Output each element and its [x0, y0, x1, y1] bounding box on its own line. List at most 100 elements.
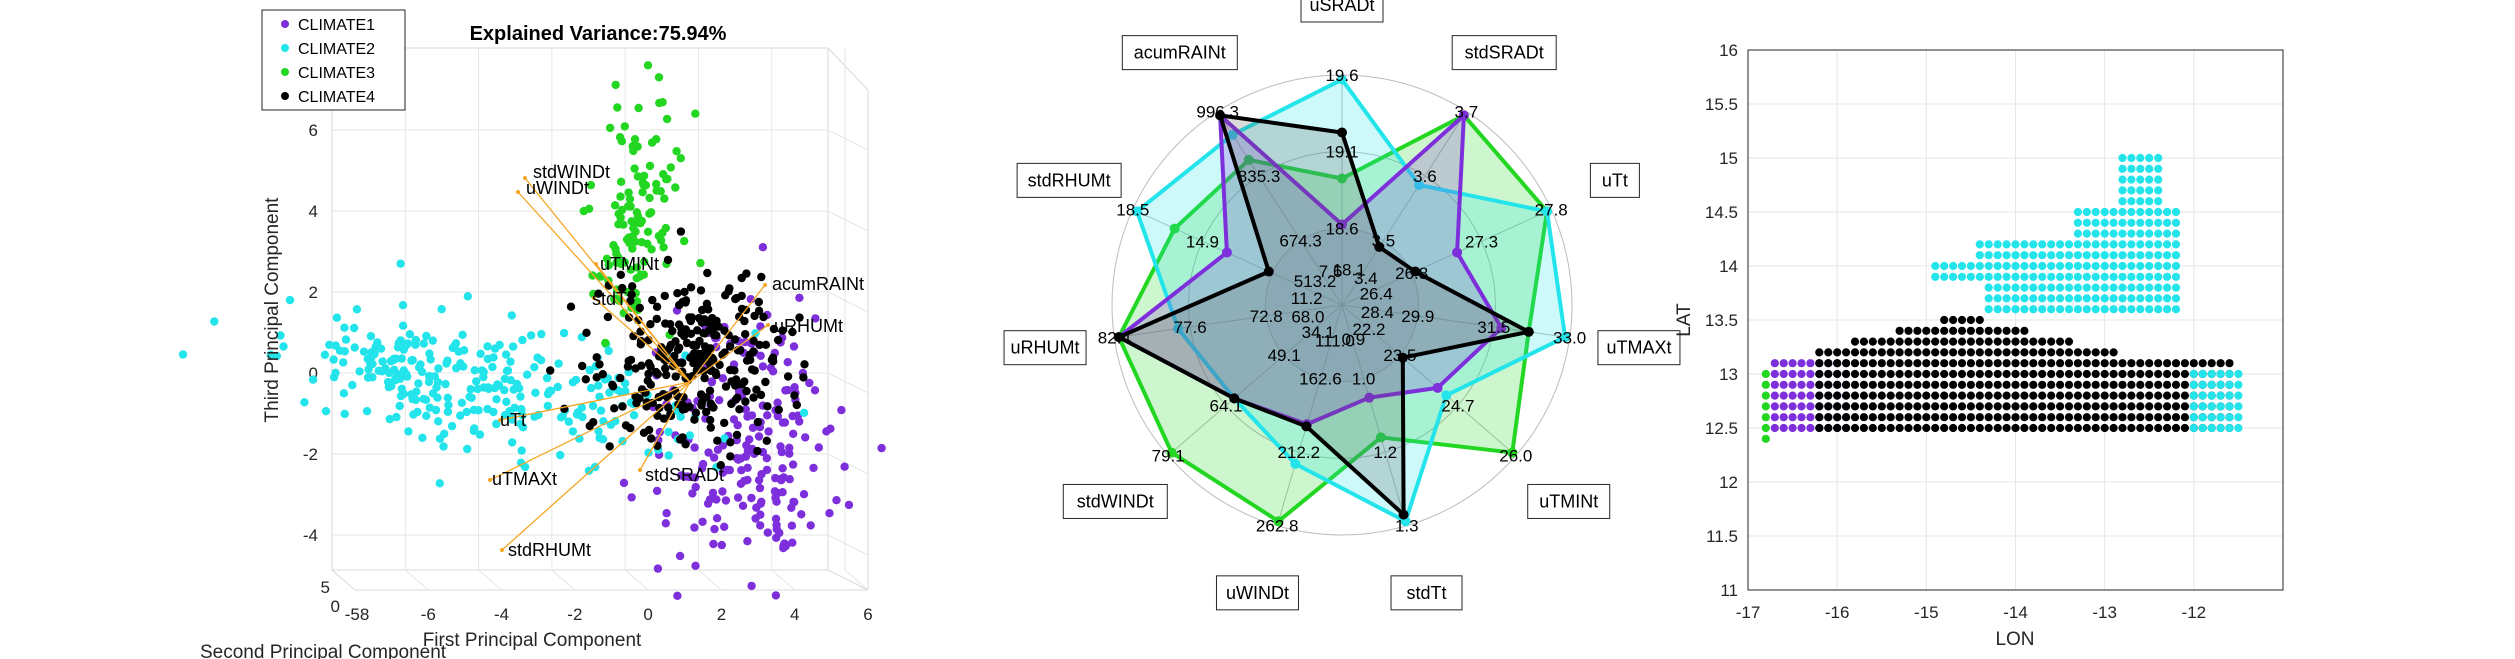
radar-ring-label: 23.5: [1383, 346, 1416, 365]
climate2-point: [279, 342, 288, 351]
climate1-point: [877, 443, 886, 453]
climate3-point: [680, 236, 689, 246]
climate2-point: [2127, 207, 2136, 217]
climate3-point: [638, 188, 647, 197]
pca-ytick-label: 0: [309, 364, 318, 383]
climate1-point: [738, 501, 748, 510]
climate2-point: [2198, 413, 2207, 422]
radar-inner-label: 22.2: [1352, 320, 1385, 339]
radar-point-climate2: [1441, 390, 1452, 401]
climate4-point: [1842, 413, 1851, 422]
climate4-point: [595, 360, 604, 369]
climate2-point: [2198, 402, 2207, 411]
climate2-point: [414, 379, 423, 388]
radar-point-climate3: [1375, 432, 1386, 443]
climate4-point: [2038, 423, 2047, 433]
climate4-point: [2064, 369, 2074, 379]
climate2-point: [467, 393, 476, 402]
climate4-point: [761, 377, 770, 387]
climate4-point: [702, 407, 711, 417]
climate4-point: [749, 336, 758, 345]
radar-axis-label: stdTt: [1407, 583, 1447, 603]
climate2-point: [2216, 423, 2225, 433]
climate2-point: [359, 347, 369, 356]
climate4-point: [727, 399, 736, 409]
climate2-point: [517, 446, 526, 455]
climate4-point: [2002, 413, 2011, 422]
climate2-point: [421, 395, 431, 404]
climate2-point: [2118, 305, 2127, 314]
climate4-point: [655, 403, 664, 413]
climate1-point: [1779, 391, 1788, 400]
climate3-point: [629, 224, 638, 233]
climate4-point: [1850, 413, 1860, 422]
climate2-point: [2020, 261, 2029, 271]
climate2-point: [2047, 251, 2056, 260]
climate4-point: [695, 336, 704, 346]
pca-ytick-label: 6: [309, 121, 318, 140]
climate4-point: [1957, 402, 1967, 411]
map-frame: [1747, 49, 2284, 591]
climate4-point: [2109, 423, 2118, 433]
climate4-point: [623, 362, 633, 371]
climate4-point: [1877, 423, 1886, 433]
climate4-point: [664, 403, 673, 412]
climate2-point: [2136, 272, 2145, 281]
climate2-point: [501, 350, 511, 359]
climate4-point: [1966, 369, 1975, 379]
climate4-point: [673, 289, 682, 298]
climate4-point: [666, 340, 676, 350]
climate1-point: [1797, 402, 1806, 411]
climate4-point: [1957, 413, 1967, 422]
climate1-point: [662, 509, 671, 518]
climate4-point: [675, 300, 684, 310]
climate2-point: [2171, 294, 2181, 303]
climate2-point: [320, 350, 330, 359]
climate2-point: [2082, 251, 2091, 260]
climate4-point: [608, 382, 618, 391]
climate2-point: [596, 406, 606, 415]
climate2-point: [2145, 153, 2154, 163]
climate3-point: [624, 188, 633, 197]
climate2-point: [210, 317, 219, 326]
climate2-point: [2136, 164, 2145, 173]
climate4-point: [2029, 391, 2038, 400]
climate2-point: [584, 466, 594, 475]
climate1-point: [837, 405, 846, 415]
climate4-point: [698, 357, 707, 366]
climate3-point: [1761, 434, 1770, 443]
climate4-point: [1815, 348, 1824, 357]
climate4-point: [1931, 423, 1940, 433]
radar-inner-label: 26.4: [1360, 285, 1393, 304]
climate4-point: [1833, 369, 1842, 379]
climate4-point: [1833, 391, 1842, 400]
climate2-point: [2100, 240, 2109, 249]
climate4-point: [1877, 380, 1886, 389]
climate4-point: [1833, 380, 1842, 389]
climate2-point: [2082, 272, 2091, 281]
climate1-point: [1779, 369, 1788, 379]
climate2-point: [2011, 272, 2020, 281]
climate4-point: [2082, 391, 2091, 400]
climate4-point: [1859, 348, 1868, 357]
climate4-point: [2064, 413, 2074, 422]
climate2-point: [2091, 283, 2100, 292]
climate2-point: [393, 343, 403, 352]
climate4-point: [1940, 337, 1949, 346]
climate2-point: [321, 407, 331, 416]
climate4-point: [792, 400, 801, 410]
climate2-point: [2154, 229, 2163, 238]
climate4-point: [700, 373, 709, 383]
climate2-point: [348, 380, 357, 390]
radar-ring-label: 996.3: [1196, 103, 1239, 122]
radar-inner-label: 0.9: [1342, 330, 1366, 349]
climate4-point: [2171, 402, 2181, 411]
climate2-point: [266, 350, 275, 359]
climate2-point: [2118, 272, 2127, 281]
pca-3d-box: [331, 47, 869, 591]
climate4-point: [2136, 402, 2145, 411]
climate1-point: [1779, 380, 1788, 389]
climate4-point: [2064, 348, 2074, 357]
climate2-point: [516, 392, 525, 401]
climate1-point: [743, 537, 752, 546]
